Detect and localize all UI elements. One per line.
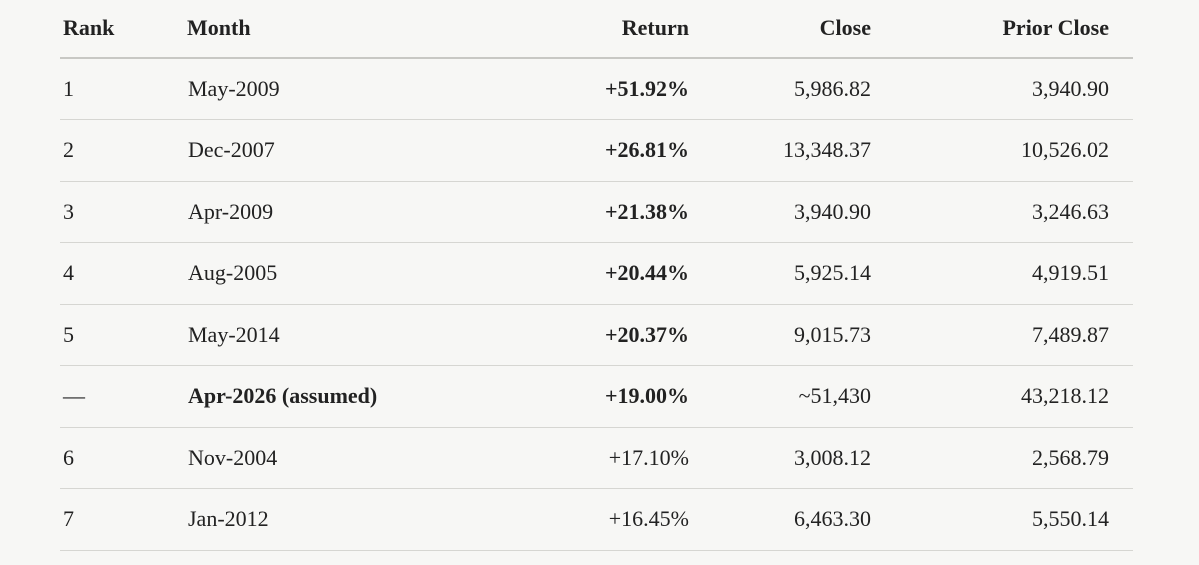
cell-rank: 2 — [60, 119, 187, 182]
header-month: Month — [187, 0, 487, 59]
header-prior-close: Prior Close — [895, 0, 1133, 59]
cell-return: +51.92% — [487, 58, 713, 120]
cell-rank: 5 — [60, 304, 187, 366]
cell-return: +21.38% — [487, 181, 713, 243]
header-return: Return — [487, 0, 713, 59]
cell-month: May-2014 — [187, 304, 487, 366]
header-rank: Rank — [60, 0, 187, 59]
table-body: 1 May-2009 +51.92% 5,986.82 3,940.90 2 D… — [60, 58, 1133, 551]
table-row: 6 Nov-2004 +17.10% 3,008.12 2,568.79 — [60, 427, 1133, 489]
cell-return: +20.37% — [487, 304, 713, 366]
cell-prior-close: 7,489.87 — [895, 304, 1133, 366]
cell-rank: 1 — [60, 58, 187, 120]
table-row: 5 May-2014 +20.37% 9,015.73 7,489.87 — [60, 304, 1133, 366]
cell-close: ~51,430 — [713, 365, 895, 428]
cell-month: May-2009 — [187, 58, 487, 120]
cell-close: 3,008.12 — [713, 427, 895, 489]
table-row: 4 Aug-2005 +20.44% 5,925.14 4,919.51 — [60, 242, 1133, 305]
cell-close: 5,925.14 — [713, 242, 895, 305]
cell-month: Dec-2007 — [187, 119, 487, 182]
cell-rank: 6 — [60, 427, 187, 489]
cell-prior-close: 4,919.51 — [895, 242, 1133, 305]
cell-month: Apr-2009 — [187, 181, 487, 243]
table-row: 7 Jan-2012 +16.45% 6,463.30 5,550.14 — [60, 488, 1133, 551]
table-row: 3 Apr-2009 +21.38% 3,940.90 3,246.63 — [60, 181, 1133, 243]
table-row: 1 May-2009 +51.92% 5,986.82 3,940.90 — [60, 58, 1133, 120]
returns-table: Rank Month Return Close Prior Close 1 Ma… — [60, 0, 1133, 551]
cell-close: 6,463.30 — [713, 488, 895, 551]
cell-close: 9,015.73 — [713, 304, 895, 366]
cell-month: Nov-2004 — [187, 427, 487, 489]
cell-month: Aug-2005 — [187, 242, 487, 305]
cell-prior-close: 43,218.12 — [895, 365, 1133, 428]
cell-prior-close: 3,246.63 — [895, 181, 1133, 243]
cell-prior-close: 3,940.90 — [895, 58, 1133, 120]
table-row: 2 Dec-2007 +26.81% 13,348.37 10,526.02 — [60, 119, 1133, 182]
returns-table-container: Rank Month Return Close Prior Close 1 Ma… — [60, 0, 1133, 551]
cell-return: +26.81% — [487, 119, 713, 182]
cell-return: +17.10% — [487, 427, 713, 489]
cell-close: 13,348.37 — [713, 119, 895, 182]
cell-return: +19.00% — [487, 365, 713, 428]
cell-close: 3,940.90 — [713, 181, 895, 243]
cell-return: +20.44% — [487, 242, 713, 305]
cell-close: 5,986.82 — [713, 58, 895, 120]
cell-prior-close: 2,568.79 — [895, 427, 1133, 489]
cell-month: Apr-2026 (assumed) — [187, 365, 487, 428]
cell-rank: 7 — [60, 488, 187, 551]
cell-prior-close: 10,526.02 — [895, 119, 1133, 182]
cell-prior-close: 5,550.14 — [895, 488, 1133, 551]
table-header: Rank Month Return Close Prior Close — [60, 0, 1133, 59]
cell-rank: 3 — [60, 181, 187, 243]
header-row: Rank Month Return Close Prior Close — [60, 0, 1133, 59]
cell-rank: — — [60, 365, 187, 428]
cell-rank: 4 — [60, 242, 187, 305]
table-row-assumed: — Apr-2026 (assumed) +19.00% ~51,430 43,… — [60, 365, 1133, 428]
header-close: Close — [713, 0, 895, 59]
cell-month: Jan-2012 — [187, 488, 487, 551]
cell-return: +16.45% — [487, 488, 713, 551]
